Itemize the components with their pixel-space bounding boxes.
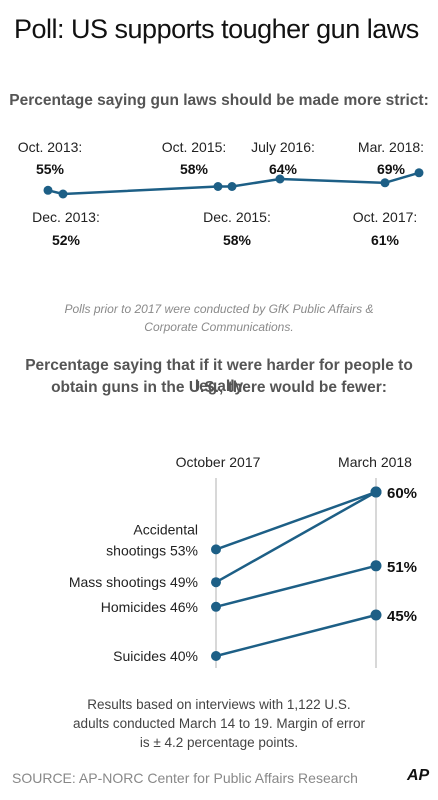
value-label: 58%: [180, 161, 209, 177]
note-line-2: Corporate Communications.: [144, 320, 294, 334]
date-label: Oct. 2013:: [18, 139, 83, 155]
point-oct-0: [211, 544, 221, 555]
data-point-3: [227, 182, 237, 191]
column-header-oct-2017: October 2017: [176, 454, 261, 470]
slope-line-2: [215, 564, 377, 609]
series-value-right: 60%: [387, 485, 417, 502]
point-mar-2: [370, 560, 382, 572]
date-label: Dec. 2013:: [32, 209, 100, 225]
date-label: Oct. 2015:: [162, 139, 227, 155]
value-label: 69%: [377, 161, 406, 177]
column-header-mar-2018: March 2018: [338, 454, 412, 470]
value-label: 61%: [371, 232, 400, 248]
point-oct-1: [211, 577, 221, 588]
chart1-heading: Percentage saying gun laws should be mad…: [9, 92, 429, 109]
series-label: Mass shootings 49%: [69, 574, 198, 590]
footnote-line-1: Results based on interviews with 1,122 U…: [87, 697, 351, 712]
footnote-line-2: adults conducted March 14 to 19. Margin …: [73, 716, 365, 731]
data-point-5: [380, 178, 390, 188]
value-label: 58%: [223, 232, 252, 248]
point-oct-2: [211, 601, 221, 612]
chart2-heading-line-2: obtain guns in the U.S., there would be …: [51, 379, 387, 396]
point-mar-3: [370, 609, 382, 621]
date-label: Oct. 2017:: [353, 209, 418, 225]
chart2-heading-line-1: Percentage saying that if it were harder…: [25, 357, 413, 395]
series-label: Suicides 40%: [113, 648, 198, 664]
note-line-1: Polls prior to 2017 were conducted by Gf…: [64, 302, 374, 316]
data-point-1: [58, 189, 68, 199]
point-mar-1: [370, 486, 382, 498]
page-title: Poll: US supports tougher gun laws: [14, 14, 419, 44]
source-credit: SOURCE: AP-NORC Center for Public Affair…: [12, 770, 358, 786]
date-label: Mar. 2018:: [358, 139, 424, 155]
value-label: 64%: [269, 161, 298, 177]
data-point-4: [275, 174, 285, 184]
date-label: July 2016:: [251, 139, 315, 155]
value-label: 52%: [52, 232, 81, 248]
series-label: Homicides 46%: [101, 599, 198, 615]
series-label: Accidental: [133, 521, 198, 537]
data-point-6: [414, 168, 424, 178]
series-value-right: 45%: [387, 608, 417, 625]
slope-line-0: [215, 490, 377, 551]
footnote-line-3: is ± 4.2 percentage points.: [139, 735, 299, 750]
date-label: Dec. 2015:: [203, 209, 271, 225]
ap-logo: AP: [407, 767, 430, 784]
series-value-right: 51%: [387, 559, 417, 576]
slope-line-1: [215, 490, 377, 584]
data-point-2: [213, 182, 223, 191]
point-oct-3: [211, 651, 221, 661]
slope-line-3: [215, 613, 377, 658]
strict-laws-chart: Oct. 2013: 55% Oct. 2015: 58% July 2016: 64% M…: [18, 139, 424, 248]
value-label: 55%: [36, 161, 65, 177]
series-label: shootings 53%: [106, 542, 198, 558]
data-point-0: [43, 185, 53, 195]
